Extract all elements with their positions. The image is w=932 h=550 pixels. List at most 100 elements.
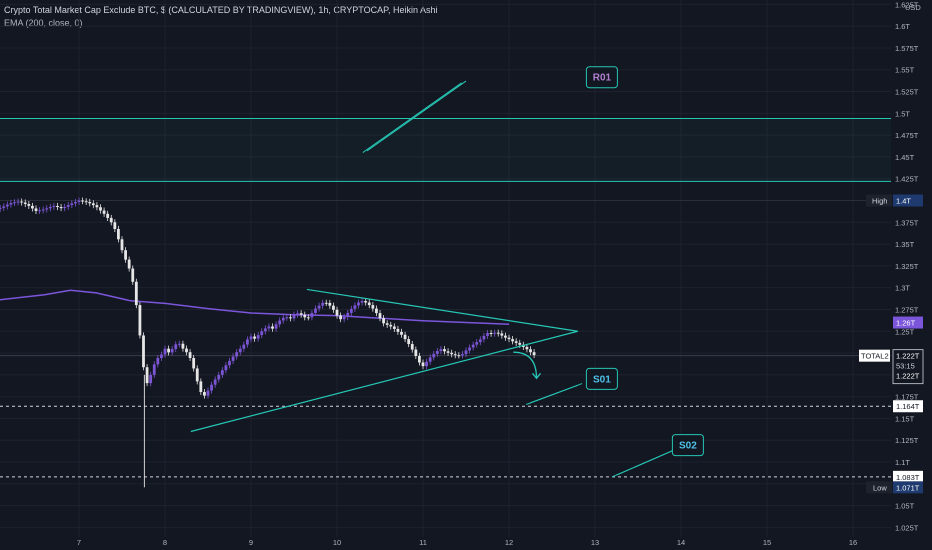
resistance-zone	[0, 118, 891, 182]
candle-body	[160, 354, 163, 358]
callout-label: S02	[679, 441, 697, 452]
low-value-tag: 1.071T	[896, 483, 920, 492]
candle-body	[335, 309, 339, 316]
candle-body	[113, 222, 117, 229]
symbol-tag-bg	[859, 349, 890, 362]
candle-body	[321, 302, 325, 306]
currency-label: USD	[905, 3, 921, 12]
low-value-tag-bg	[893, 481, 923, 494]
callout-box[interactable]	[585, 66, 618, 89]
support-level-tag: 1.164T	[896, 402, 920, 411]
projection-arrow[interactable]	[513, 351, 538, 379]
price-axis-label: 1.25T	[895, 327, 915, 336]
candle-body	[45, 208, 49, 210]
candle-body	[249, 336, 253, 340]
callout-pointer-line[interactable]	[616, 448, 677, 476]
bar-countdown: 53:15	[896, 362, 915, 371]
callout-box[interactable]	[585, 367, 618, 390]
candle-body	[529, 349, 532, 353]
price-axis-layer: 1.025T1.05T1.075T1.1T1.125T1.15T1.175T1.…	[77, 0, 922, 547]
candle-body	[471, 344, 475, 348]
candle-body	[364, 301, 368, 303]
candle-body	[518, 342, 522, 345]
candle-body	[486, 333, 489, 336]
candle-body	[88, 201, 92, 204]
candle-body	[156, 358, 160, 365]
candle-body	[181, 343, 185, 349]
candle-body	[453, 354, 457, 356]
candle-body	[260, 331, 264, 336]
candle-body	[435, 351, 439, 354]
candle-body	[514, 341, 518, 343]
candle-body	[360, 301, 364, 303]
price-axis-label: 1.15T	[895, 414, 915, 423]
ema-200-line	[0, 289, 510, 326]
triangle-upper-trendline[interactable]	[306, 288, 578, 332]
callout-pointer-line[interactable]	[362, 82, 462, 153]
candle-body	[242, 344, 246, 349]
level-lines-layer	[0, 200, 891, 478]
candle-body	[382, 318, 385, 324]
candle-body	[246, 339, 249, 345]
candle-body	[385, 323, 389, 325]
candle-body	[446, 351, 450, 353]
candle-body	[138, 305, 142, 336]
time-axis-label: 7	[77, 538, 81, 547]
candle-body	[392, 326, 396, 329]
last-price-box	[892, 349, 924, 385]
candle-body	[410, 344, 414, 350]
price-axis-label: 1.625T	[895, 0, 919, 9]
price-axis-label: 1.3T	[895, 284, 910, 293]
candle-body	[124, 250, 127, 260]
price-axis-label: 1.025T	[895, 523, 919, 532]
price-axis-label: 1.6T	[895, 22, 910, 31]
candle-body	[56, 205, 59, 208]
candle-body	[16, 201, 20, 203]
candle-body	[367, 302, 371, 306]
candle-body	[296, 313, 299, 315]
high-label-bg	[866, 194, 892, 207]
candle-body	[256, 335, 260, 339]
candle-body	[63, 206, 67, 209]
candle-body	[346, 312, 350, 318]
ema-layer	[0, 289, 510, 326]
price-axis-label: 1.525T	[895, 88, 919, 97]
price-tags-layer: 1.26T 1.164T 1.083T 1.4T 1.071T High Low TOTAL2…	[859, 194, 924, 494]
support-level-tag-bg	[893, 400, 923, 413]
candle-body	[339, 315, 342, 320]
candle-body	[281, 317, 285, 321]
candle-body	[177, 343, 181, 345]
candle-body	[482, 335, 486, 340]
candle-body	[403, 334, 407, 340]
symbol-tag: TOTAL2	[861, 352, 889, 361]
candle-body	[13, 202, 16, 204]
candle-body	[131, 268, 135, 282]
candle-body	[109, 217, 113, 223]
candle-body	[127, 259, 131, 269]
candle-body	[306, 317, 310, 319]
candle-body	[389, 324, 393, 327]
price-axis-label: 1.5T	[895, 109, 910, 118]
callout-pointer-line[interactable]	[366, 80, 467, 152]
time-axis-label: 13	[591, 538, 599, 547]
price-axis-label: 1.45T	[895, 153, 915, 162]
candle-body	[74, 201, 77, 204]
candle-body	[317, 305, 321, 309]
candle-body	[285, 317, 289, 319]
candle-body	[145, 367, 149, 384]
candle-body	[371, 305, 375, 309]
triangle-lower-trendline[interactable]	[190, 330, 578, 433]
candle-body	[468, 347, 471, 351]
candle-body	[149, 374, 153, 384]
callout-pointer-line[interactable]	[530, 383, 583, 404]
candle-body	[457, 355, 461, 357]
time-axis-label: 10	[333, 538, 341, 547]
candle-body	[84, 201, 88, 203]
callout-box[interactable]	[671, 434, 704, 457]
candle-body	[475, 342, 479, 345]
candle-body	[95, 205, 99, 208]
candle-body	[461, 354, 464, 356]
price-axis-label: 1.55T	[895, 66, 915, 75]
